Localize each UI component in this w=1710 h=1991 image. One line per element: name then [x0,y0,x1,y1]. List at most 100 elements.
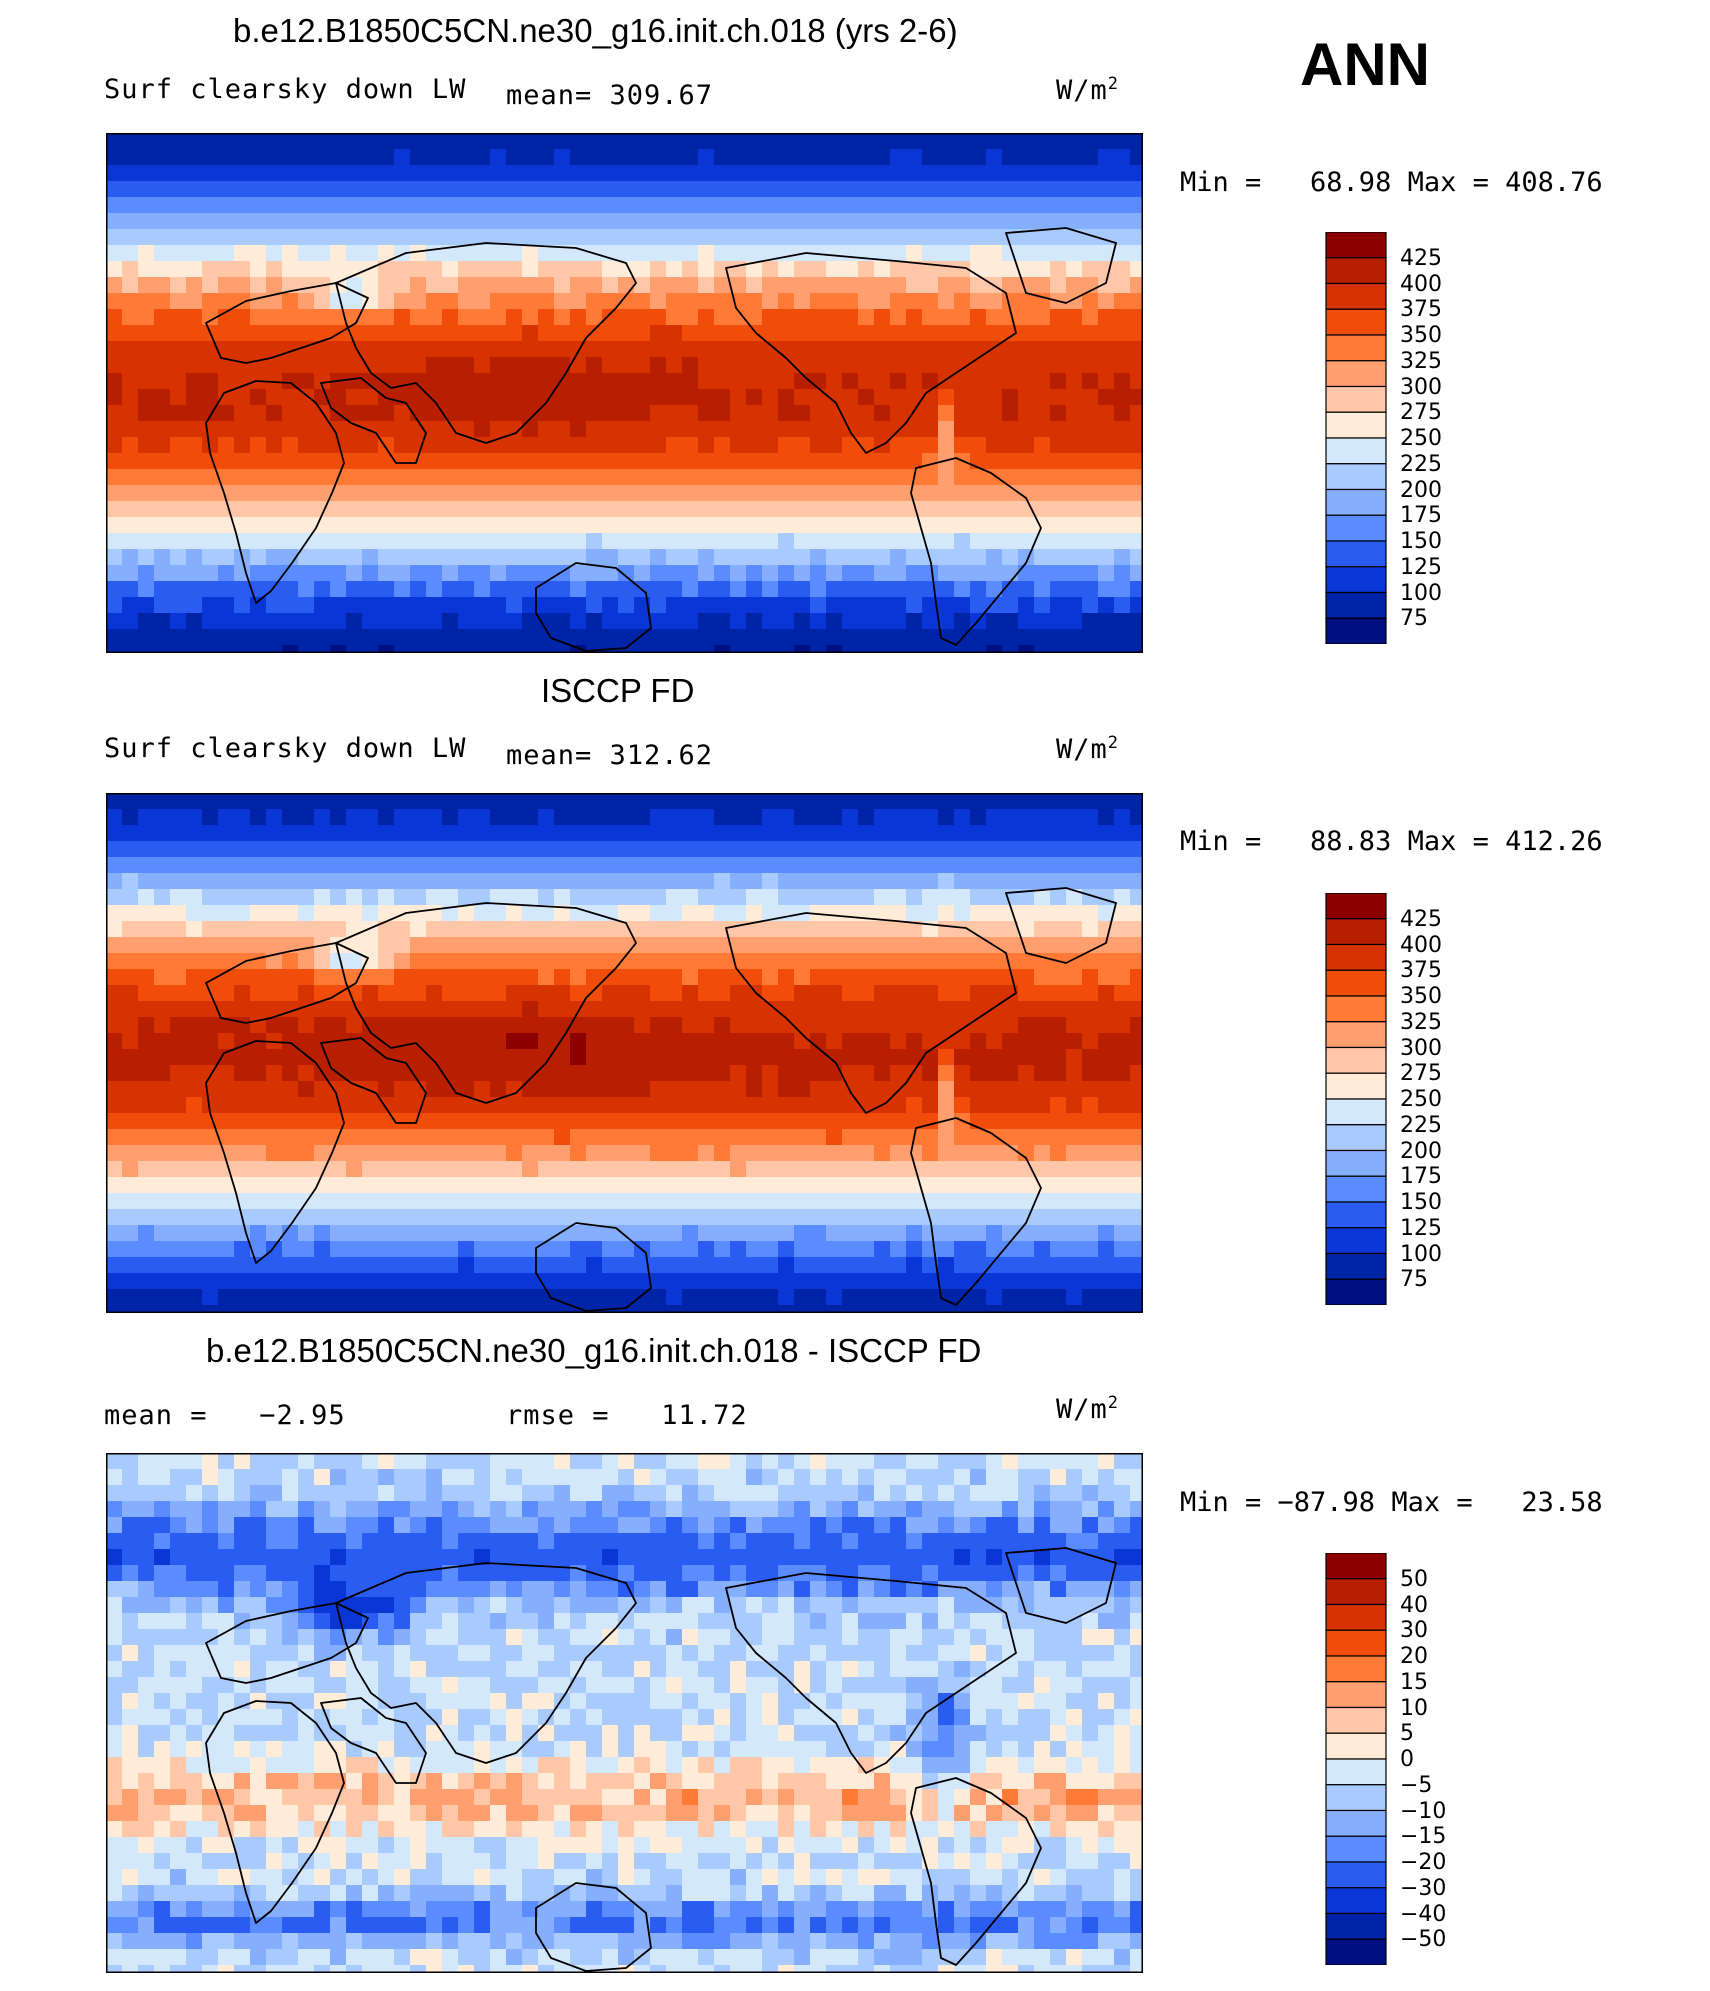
map-cell [266,197,283,214]
map-cell [762,1485,779,1502]
map-cell [554,1533,571,1550]
map-cell [954,341,971,358]
map-cell [1050,341,1067,358]
map-cell [698,261,715,278]
map-cell [202,1581,219,1598]
map-cell [762,645,779,653]
map-cell [1002,793,1019,810]
map-cell [810,1517,827,1534]
map-cell [682,389,699,406]
map-cell [650,1145,667,1162]
map-cell [826,1081,843,1098]
map-cell [250,389,267,406]
map-cell [906,213,923,230]
map-cell [874,1177,891,1194]
map-cell [234,341,251,358]
map-cell [762,937,779,954]
map-cell [234,437,251,454]
map-cell [650,857,667,874]
map-cell [1082,549,1099,566]
map-cell [1130,1209,1143,1226]
map-cell [698,1257,715,1274]
map-cell [1098,341,1115,358]
map-cell [282,229,299,246]
map-cell [106,873,123,890]
map-cell [538,597,555,614]
map-cell [1082,1017,1099,1034]
map-cell [1098,1097,1115,1114]
map-cell [202,1533,219,1550]
map-cell [1034,1113,1051,1130]
map-cell [778,325,795,342]
map-cell [1050,1469,1067,1486]
coastline [535,1222,652,1312]
map-cell [394,405,411,422]
map-cell [570,1453,587,1470]
map-cell [378,1597,395,1614]
map-cell [378,485,395,502]
map-cell [218,1081,235,1098]
map-cell [922,453,939,470]
map-cell [1034,501,1051,518]
map-cell [1114,1501,1131,1518]
map-cell [1066,1469,1083,1486]
map-cell [794,341,811,358]
map-cell [250,405,267,422]
map-cell [378,905,395,922]
map-cell [122,1485,139,1502]
map-cell [938,181,955,198]
panel1-mean-label: mean= 309.67 [506,80,714,111]
map-cell [906,293,923,310]
map-cell [314,921,331,938]
map-cell [250,645,267,653]
map-cell [1082,165,1099,182]
map-cell [522,165,539,182]
map-cell [186,1129,203,1146]
map-cell [1066,245,1083,262]
map-cell [810,1065,827,1082]
map-cell [426,841,443,858]
map-cell [458,245,475,262]
map-cell [554,1161,571,1178]
map-cell [378,969,395,986]
map-cell [890,1145,907,1162]
map-cell [810,1453,827,1470]
map-cell [186,261,203,278]
map-cell [410,1113,427,1130]
map-cell [410,613,427,630]
map-cell [426,405,443,422]
map-cell [362,1549,379,1566]
map-cell [330,1453,347,1470]
map-cell [1130,1193,1143,1210]
map-cell [1098,841,1115,858]
map-cell [970,793,987,810]
map-cell [778,1065,795,1082]
map-cell [986,921,1003,938]
map-cell [378,165,395,182]
map-cell [474,389,491,406]
map-cell [506,565,523,582]
colorbar-swatch [1325,308,1387,336]
map-cell [698,1001,715,1018]
map-cell [1114,613,1131,630]
map-cell [1034,133,1051,150]
map-cell [762,213,779,230]
map-cell [794,229,811,246]
map-cell [458,197,475,214]
map-cell [202,1001,219,1018]
map-cell [826,613,843,630]
map-cell [1018,229,1035,246]
map-cell [858,1305,875,1313]
map-cell [586,565,603,582]
map-cell [1066,133,1083,150]
map-cell [170,261,187,278]
map-cell [426,629,443,646]
map-cell [1050,1209,1067,1226]
map-cell [1130,809,1143,826]
map-cell [602,197,619,214]
map-cell [298,1209,315,1226]
map-cell [106,1209,123,1226]
map-cell [954,373,971,390]
map-cell [1082,149,1099,166]
map-cell [1034,533,1051,550]
